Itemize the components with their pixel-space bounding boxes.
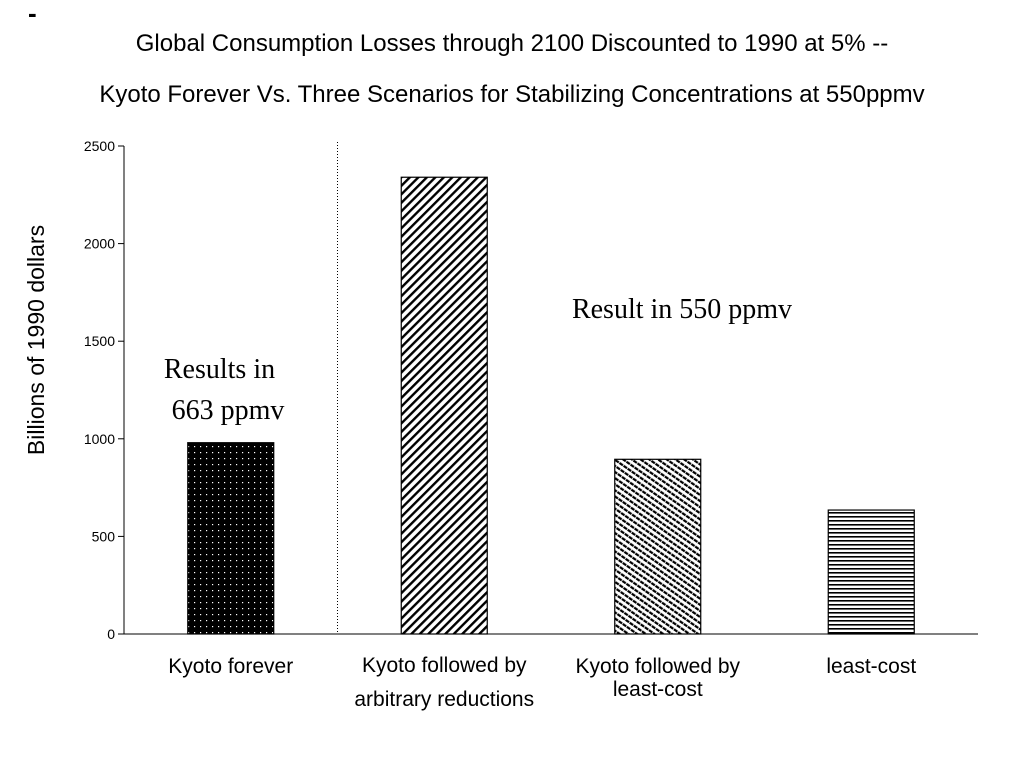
- y-axis-label: Billions of 1990 dollars: [23, 225, 49, 455]
- category-label-1-line-0: Kyoto followed by: [362, 654, 527, 677]
- bar-3: [827, 509, 915, 635]
- category-label-1-line-1: arbitrary reductions: [354, 688, 534, 711]
- annotation-550-ppmv: Result in 550 ppmv: [572, 294, 792, 325]
- dash-mark: -: [28, 0, 37, 28]
- category-label-3-line-0: least-cost: [826, 655, 916, 678]
- category-label-2-line-0: Kyoto followed by: [575, 655, 740, 678]
- bar-0: [187, 442, 275, 635]
- y-tick-label-0: 0: [107, 626, 115, 642]
- category-label-2: Kyoto followed by least-cost: [575, 655, 740, 701]
- bar-2: [614, 458, 702, 635]
- bar-1: [400, 176, 488, 635]
- y-axis-ticks: [118, 145, 124, 635]
- y-tick-label-1000: 1000: [84, 431, 115, 447]
- bars: [187, 176, 915, 635]
- y-tick-label-2500: 2500: [84, 138, 115, 154]
- y-tick-label-1500: 1500: [84, 333, 115, 349]
- x-axis-category-labels: Kyoto forever Kyoto followed by arbitrary …: [168, 654, 916, 711]
- y-axis-tick-labels: 0 500 1000 1500 2000 2500: [84, 138, 115, 642]
- annotation-663-ppmv: Results in 663 ppmv: [164, 354, 285, 426]
- annotation-663-line-1: Results in: [164, 354, 275, 385]
- category-label-0-line-0: Kyoto forever: [168, 655, 293, 678]
- category-label-2-line-1: least-cost: [613, 678, 703, 701]
- category-label-3: least-cost: [826, 655, 916, 678]
- category-label-1: Kyoto followed by arbitrary reductions: [354, 654, 534, 711]
- y-tick-label-2000: 2000: [84, 236, 115, 252]
- category-label-0: Kyoto forever: [168, 655, 293, 678]
- chart-title-line-1: Global Consumption Losses through 2100 D…: [135, 30, 889, 57]
- chart-title-line-2: Kyoto Forever Vs. Three Scenarios for St…: [99, 81, 925, 108]
- y-tick-label-500: 500: [92, 528, 116, 544]
- annotation-663-line-2: 663 ppmv: [172, 395, 285, 426]
